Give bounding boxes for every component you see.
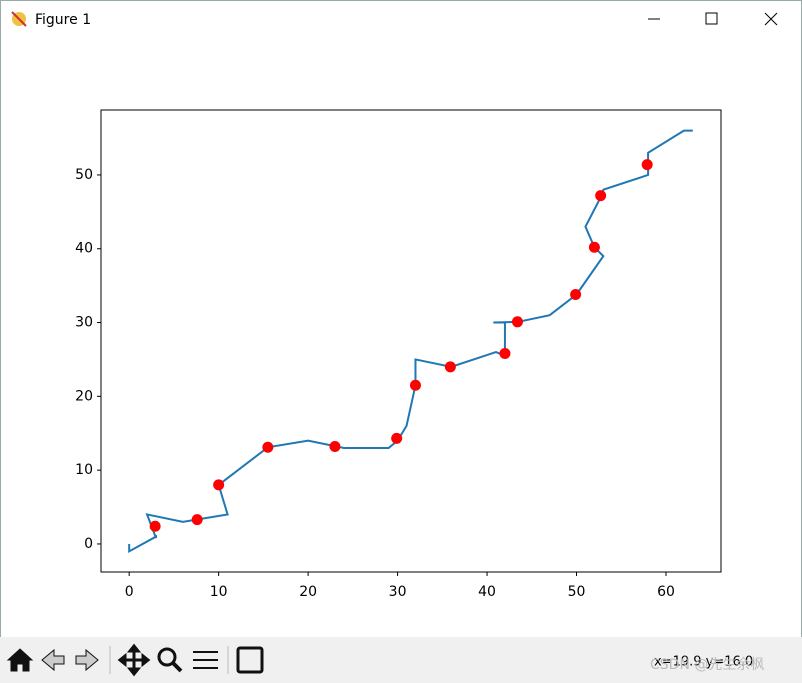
data-point (213, 479, 225, 491)
y-tick-label: 20 (75, 388, 93, 404)
y-tick-label: 10 (75, 462, 93, 478)
x-tick-label: 50 (568, 584, 586, 600)
y-tick-label: 50 (75, 167, 93, 183)
data-point (409, 379, 421, 391)
data-point (191, 514, 203, 526)
x-tick-label: 60 (657, 584, 675, 600)
data-point (391, 432, 403, 444)
data-point (499, 348, 511, 360)
x-tick-label: 30 (389, 584, 407, 600)
data-point (329, 441, 341, 453)
zoom-handle (171, 661, 183, 673)
data-point (511, 316, 523, 328)
x-tick-label: 0 (125, 584, 134, 600)
close-button[interactable] (764, 12, 778, 26)
status-text: x=19.9 y=16.0 (654, 655, 753, 670)
app-icon (11, 11, 27, 27)
maximize-button[interactable] (705, 12, 718, 25)
data-point (588, 241, 600, 253)
y-tick-label: 40 (75, 241, 93, 257)
plot-frame (100, 109, 722, 573)
y-tick-label: 30 (75, 315, 93, 331)
x-tick-label: 40 (478, 584, 496, 600)
data-point (570, 289, 582, 301)
x-tick-label: 10 (210, 584, 228, 600)
y-tick-label: 0 (84, 536, 93, 552)
home-button[interactable] (6, 648, 34, 672)
window-title: Figure 1 (35, 12, 91, 28)
pan-button[interactable] (117, 643, 151, 677)
data-point (641, 159, 653, 171)
data-point (149, 520, 161, 532)
back-button[interactable] (41, 648, 65, 672)
x-tick-label: 20 (299, 584, 317, 600)
data-point (444, 361, 456, 373)
zoom-button[interactable] (157, 647, 177, 667)
data-point (262, 441, 274, 453)
forward-button[interactable] (75, 648, 99, 672)
configure-button[interactable] (193, 651, 218, 669)
data-point (595, 190, 607, 202)
watermark: CSDN @先生余枫 (650, 656, 764, 673)
save-button[interactable] (236, 646, 264, 674)
